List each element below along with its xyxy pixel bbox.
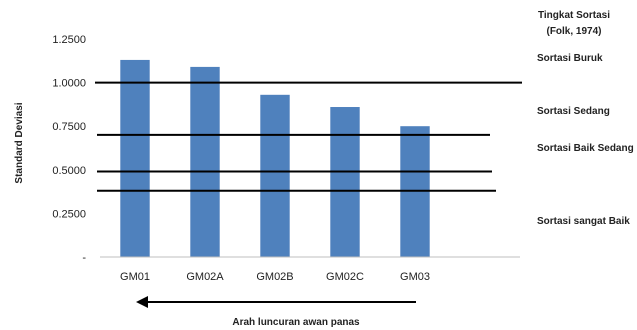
bar: [120, 59, 150, 257]
y-tick-label: -: [82, 252, 86, 264]
x-tick-label: GM02B: [256, 271, 293, 283]
x-tick-label: GM01: [120, 271, 150, 283]
classification-label: Sortasi Baik Sedang: [537, 143, 634, 154]
classification-reference: (Folk, 1974): [546, 26, 601, 37]
y-tick-label: 0.7500: [52, 121, 86, 133]
y-tick-label: 0.2500: [52, 208, 86, 220]
x-tick-label: GM02C: [326, 271, 364, 283]
y-tick-label: 1.0000: [52, 78, 86, 90]
y-axis-label: Standard Deviasi: [14, 102, 25, 183]
bar: [330, 107, 360, 258]
classification-label: Sortasi sangat Baik: [537, 216, 630, 227]
x-tick-label: GM03: [400, 271, 430, 283]
y-tick-label: 0.5000: [52, 165, 86, 177]
bar: [260, 94, 290, 257]
y-axis-tick-labels: - 0.2500 0.5000 0.7500 1.0000 1.2500: [52, 34, 86, 264]
threshold-lines: [95, 81, 522, 192]
x-tick-label: GM02A: [186, 271, 224, 283]
bar: [190, 66, 220, 258]
classification-label: Sortasi Sedang: [537, 106, 610, 117]
classification-labels: Sortasi Buruk Sortasi Sedang Sortasi Baik …: [537, 53, 634, 227]
bars: [120, 59, 430, 258]
x-axis-label: Arah luncuran awan panas: [232, 317, 360, 328]
classification-label: Sortasi Buruk: [537, 53, 603, 64]
x-axis-tick-labels: GM01 GM02A GM02B GM02C GM03: [120, 271, 430, 283]
y-tick-label: 1.2500: [52, 34, 86, 46]
direction-arrow-icon: [136, 296, 416, 308]
classification-title: Tingkat Sortasi: [538, 10, 610, 21]
